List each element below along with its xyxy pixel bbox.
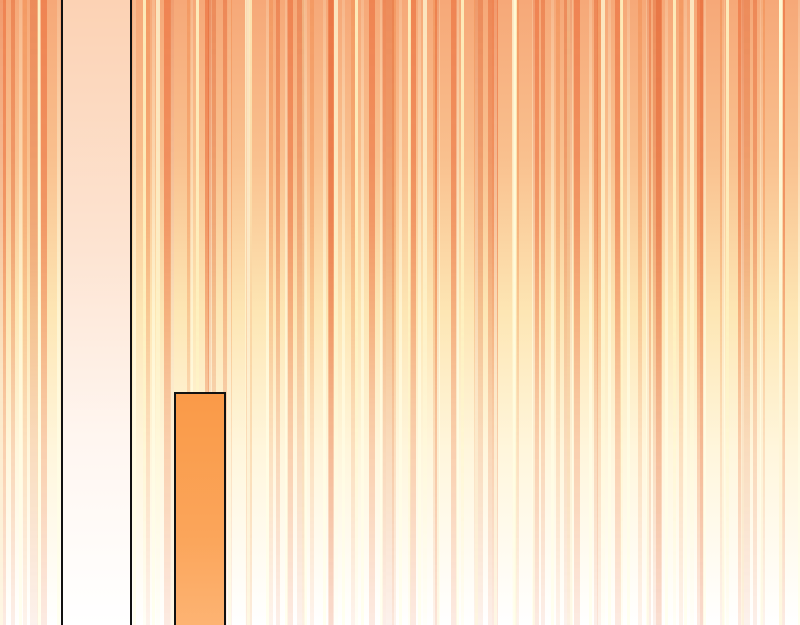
- orange-block: [174, 392, 226, 625]
- panel-strip: [61, 0, 132, 625]
